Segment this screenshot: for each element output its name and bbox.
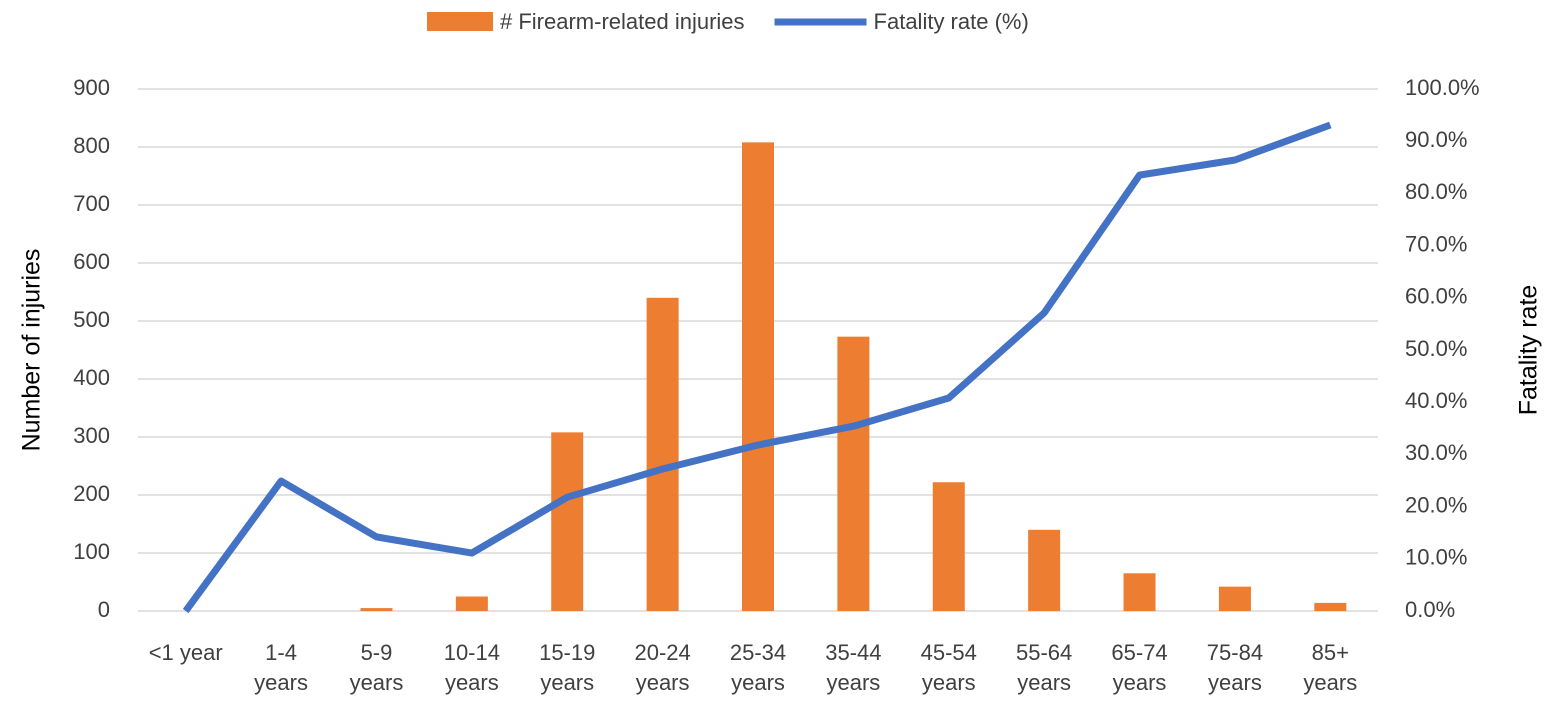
- x-tick-label: 45-54 years: [921, 640, 977, 695]
- x-tick-label: 65-74 years: [1111, 640, 1167, 695]
- x-tick-label: 55-64 years: [1016, 640, 1072, 695]
- bar: [646, 297, 679, 611]
- legend-label: Fatality rate (%): [874, 9, 1029, 34]
- y2-tick-label: 20.0%: [1405, 492, 1467, 517]
- x-tick-label: 10-14 years: [444, 640, 500, 695]
- bar: [1314, 602, 1347, 611]
- x-tick-label: 15-19 years: [539, 640, 595, 695]
- y-tick-label: 900: [73, 75, 110, 100]
- y2-tick-label: 0.0%: [1405, 597, 1455, 622]
- x-tick-label: 1-4 years: [254, 640, 308, 695]
- y2-tick-label: 60.0%: [1405, 284, 1467, 309]
- y2-tick-label: 80.0%: [1405, 179, 1467, 204]
- y-tick-label: 700: [73, 191, 110, 216]
- y-tick-label: 200: [73, 481, 110, 506]
- y-tick-label: 600: [73, 249, 110, 274]
- y-tick-label: 0: [98, 597, 110, 622]
- y2-tick-label: 40.0%: [1405, 388, 1467, 413]
- y-axis-title: Number of injuries: [18, 249, 46, 452]
- x-tick-label: 5-9 years: [350, 640, 404, 695]
- y-tick-label: 300: [73, 423, 110, 448]
- y2-tick-label: 10.0%: [1405, 545, 1467, 570]
- bar: [742, 142, 774, 612]
- x-tick-label: 35-44 years: [825, 640, 881, 695]
- y2-tick-label: 100.0%: [1405, 75, 1480, 100]
- y-tick-label: 500: [73, 307, 110, 332]
- y2-tick-label: 70.0%: [1405, 231, 1467, 256]
- bar: [455, 596, 488, 611]
- legend-label: # Firearm-related injuries: [500, 9, 745, 34]
- bar: [932, 482, 965, 611]
- bar: [837, 336, 870, 611]
- y2-tick-label: 50.0%: [1405, 336, 1467, 361]
- y2-axis-title: Fatality rate: [1515, 285, 1543, 416]
- bar: [1123, 573, 1156, 611]
- y2-tick-label: 30.0%: [1405, 440, 1467, 465]
- bar: [551, 432, 584, 611]
- y-tick-label: 400: [73, 365, 110, 390]
- y2-tick-label: 90.0%: [1405, 127, 1467, 152]
- legend-swatch: [427, 12, 493, 31]
- x-tick-label: 75-84 years: [1207, 640, 1263, 695]
- bar: [1218, 586, 1251, 611]
- x-tick-label: 25-34 years: [730, 640, 786, 695]
- x-tick-label: <1 year: [149, 640, 223, 665]
- x-tick-label: 85+ years: [1303, 640, 1357, 695]
- y-tick-label: 100: [73, 539, 110, 564]
- line: [182, 121, 1332, 614]
- bar: [1028, 529, 1061, 611]
- x-tick-label: 20-24 years: [634, 640, 690, 695]
- bar: [360, 608, 393, 611]
- y-tick-label: 800: [73, 133, 110, 158]
